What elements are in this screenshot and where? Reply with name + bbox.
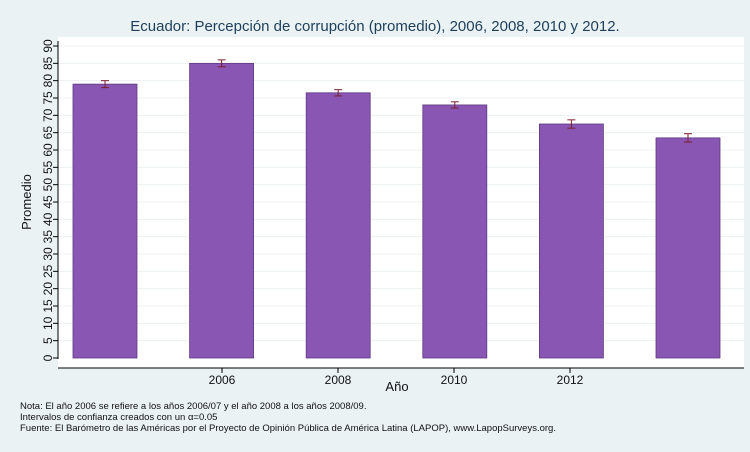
error-bar [101,80,109,89]
bar [655,137,721,359]
y-axis-title: Promedio [19,174,34,230]
x-tick-label: 2010 [441,373,468,387]
y-tick-label: 75 [41,91,55,105]
error-bars-layer [101,59,692,143]
y-tick-label: 65 [41,126,55,140]
x-tick-label: 2012 [557,373,584,387]
bar [305,92,371,359]
x-tick-label: 2008 [325,373,352,387]
note-line: Nota: El año 2006 se refiere a los años … [20,401,367,412]
axes-layer: 0 5 10 15 20 25 30 35 40 45 50 55 60 65 70 75 80 85 90 2006… [41,39,744,387]
x-axis-title: Año [385,379,408,394]
note-line: Intervalos de confianza creados con un α… [20,412,218,423]
y-tick-label: 70 [41,108,55,122]
y-tick-label: 30 [41,247,55,261]
y-tick-label: 20 [41,282,55,296]
bar [422,104,488,359]
error-bar [217,59,226,68]
y-tick-label: 60 [41,143,55,157]
y-tick-label: 50 [41,178,55,192]
y-tick-label: 25 [41,264,55,278]
y-tick-label: 5 [41,337,55,344]
note-line: Fuente: El Barómetro de las Américas por… [20,423,556,434]
y-tick-label: 0 [41,354,55,361]
error-bar [684,133,692,143]
bar [189,62,255,359]
error-bar [567,119,576,129]
chart-notes: Nota: El año 2006 se refiere a los años … [20,401,556,434]
error-bar [450,101,459,109]
error-bar [334,89,343,97]
y-tick-label: 90 [41,39,55,53]
y-tick-label: 45 [41,195,55,209]
chart-title: Ecuador: Percepción de corrupción (prome… [130,18,619,35]
bar [539,123,604,359]
y-tick-label: 55 [41,160,55,174]
y-tick-label: 15 [41,299,55,313]
grid-layer [58,45,744,342]
y-tick-label: 10 [41,316,55,330]
y-tick-label: 80 [41,74,55,88]
y-tick-label: 85 [41,56,55,70]
y-tick-label: 35 [41,230,55,244]
bar [72,83,138,359]
x-tick-label: 2006 [209,373,236,387]
bars-layer [72,62,721,359]
y-tick-label: 40 [41,212,55,226]
